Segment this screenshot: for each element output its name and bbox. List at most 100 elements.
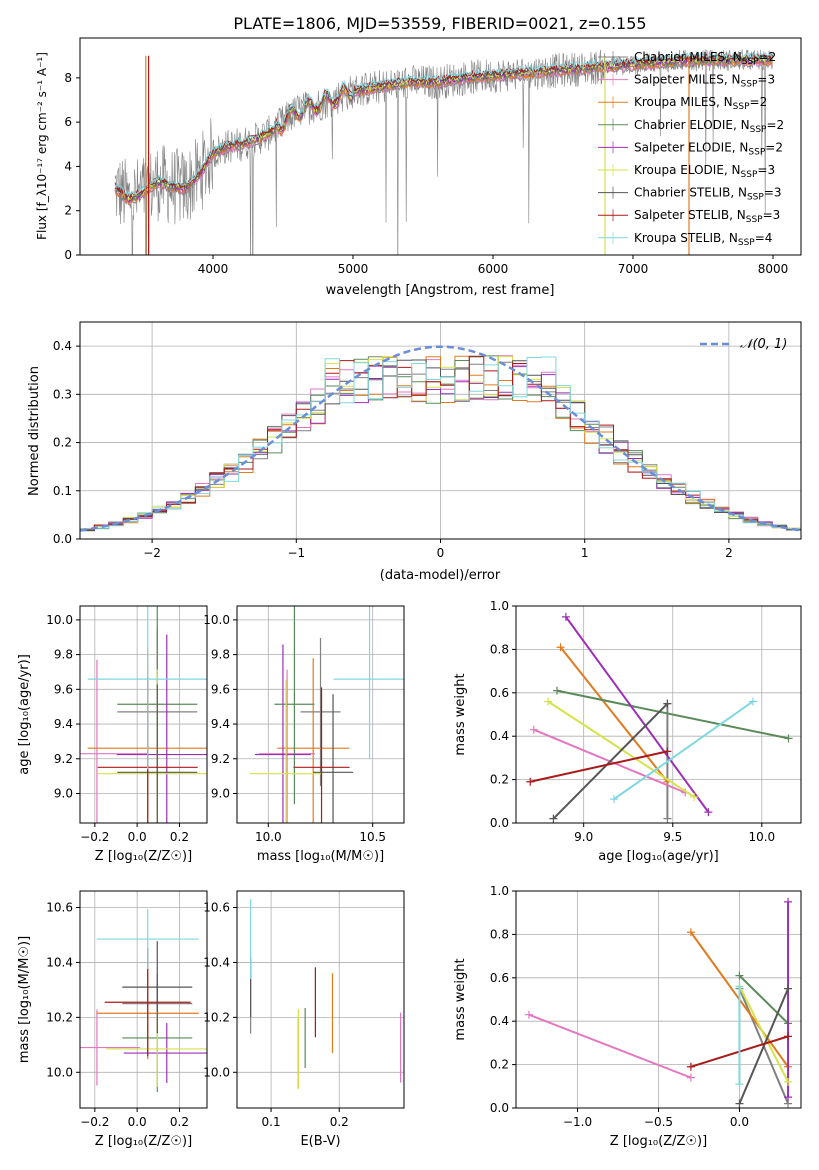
age-vs-mass-panel-xtick-label: 10.5 [359, 830, 386, 844]
weight-z-marker-9-2 [735, 982, 744, 991]
mass-vs-ebv-panel-xtick-label: 0.2 [330, 1115, 349, 1129]
observed-spectrum-line [114, 49, 774, 255]
spectrum-frame [79, 37, 802, 256]
weight-vs-age-panel-marks [526, 612, 793, 823]
weight-age-marker-6-2 [690, 792, 699, 801]
weight-vs-z-panel-ytick-label: 0.2 [490, 1058, 509, 1072]
mass-vs-z-panel-ytick-label: 10.6 [46, 900, 73, 914]
weight-vs-z-panel: −1.0 −0.5 0.0 0.0 0.2 0.4 0.6 0.8 1.0 Z [log₁₀(Z/… [453, 884, 802, 1149]
weight-age-marker-8-2 [663, 747, 672, 756]
spectrum-xtick-label: 4000 [198, 262, 229, 276]
weight-z-marker-3-1 [686, 928, 695, 937]
weight-vs-age-panel-grid [516, 605, 801, 824]
weight-age-line-7 [552, 702, 669, 820]
weight-vs-z-panel-marks [524, 897, 793, 1108]
residual-xtick-label: 0 [437, 546, 445, 560]
residual-ytick-label: 0.4 [53, 339, 72, 353]
residual-histogram-9 [80, 356, 801, 530]
weight-age-marker-8-1 [526, 777, 535, 786]
weight-age-marker-9-1 [609, 795, 618, 804]
weight-age-marker-5-2 [704, 808, 713, 817]
residual-xtick-label: 1 [581, 546, 589, 560]
weight-age-marker-1-2 [663, 814, 672, 823]
spectrum-ylabel: Flux [f_λ10⁻¹⁷ erg cm⁻² s⁻¹ A⁻¹] [35, 52, 49, 240]
residual-ytick-label: 0.2 [53, 436, 72, 450]
age-vs-z-panel-ytick-label: 9.0 [54, 786, 73, 800]
age-vs-z-panel-ytick-label: 10.0 [46, 613, 73, 627]
spectrum-legend-label: Chabrier STELIB, NSSP=3 [634, 186, 782, 203]
weight-age-marker-4-2 [784, 734, 793, 743]
residual-ytick-label: 0.0 [53, 532, 72, 546]
age-vs-mass-panel: 10.0 10.5 9.0 9.2 9.4 9.6 9.8 10.0 mass [log₁₀(M… [203, 605, 405, 864]
age-vs-z-panel-ytick-label: 9.8 [54, 648, 73, 662]
age-vs-z-panel-ytick-label: 9.2 [54, 752, 73, 766]
weight-z-marker-2-1 [524, 1010, 533, 1019]
weight-age-marker-4-1 [552, 686, 561, 695]
mass-vs-z-panel-frame [79, 890, 208, 1109]
age-vs-z-panel: −0.2 0.0 0.2 9.0 9.2 9.4 9.6 9.8 10.0 Z [log₁₀(Z/… [17, 605, 208, 864]
age-vs-z-panel-ytick-label: 9.4 [54, 717, 73, 731]
residual-histogram-8 [80, 355, 801, 531]
weight-z-marker-7-2 [784, 984, 793, 993]
weight-z-line-2 [528, 1013, 692, 1079]
spectrum-panel: 4000 5000 6000 7000 8000 0 2 4 6 8 Chabrier MILES… [35, 37, 802, 298]
weight-vs-z-panel-frame [515, 890, 802, 1109]
spectrum-legend-label: Salpeter STELIB, NSSP=3 [634, 208, 780, 225]
mass-vs-z-panel-grid [80, 891, 207, 1108]
weight-z-marker-8-2 [784, 1032, 793, 1041]
weight-age-line-8 [530, 750, 668, 783]
mass-vs-ebv-panel-xlabel: E(B-V) [300, 1134, 340, 1149]
spectrum-ytick-label: 6 [64, 115, 72, 129]
weight-age-marker-7-1 [549, 814, 558, 823]
weight-vs-z-panel-ylabel: mass weight [453, 958, 468, 1040]
age-vs-z-panel-ylabel: age [log₁₀(age/yr)] [17, 654, 32, 775]
residual-xtick-label: −2 [143, 546, 161, 560]
age-vs-mass-panel-ytick-label: 10.0 [203, 613, 230, 627]
spectrum-ytick-label: 4 [64, 159, 72, 173]
weight-z-line-6 [738, 986, 789, 1083]
weight-z-marker-9-1 [735, 1080, 744, 1089]
age-vs-z-panel-xlabel: Z [log₁₀(Z/Z☉)] [95, 849, 192, 864]
mass-vs-z-panel-ytick-label: 10.4 [46, 955, 73, 969]
weight-age-marker-3-1 [556, 643, 565, 652]
weight-vs-age-panel-xtick-label: 10.0 [748, 830, 775, 844]
spectrum-xtick-label: 6000 [478, 262, 509, 276]
residual-histogram-5 [80, 366, 801, 531]
weight-vs-age-panel-ytick-label: 0.8 [490, 642, 509, 656]
weight-z-marker-5-1 [784, 897, 793, 906]
weight-age-marker-9-2 [748, 697, 757, 706]
weight-vs-z-panel-xlabel: Z [log₁₀(Z/Z☉)] [610, 1134, 707, 1149]
weight-vs-z-panel-xtick-label: −1.0 [563, 1115, 592, 1129]
mass-vs-z-panel-ytick-label: 10.0 [46, 1065, 73, 1079]
weight-vs-z-panel-xtick-label: −0.5 [644, 1115, 673, 1129]
age-vs-z-panel-xtick-label: −0.2 [80, 830, 109, 844]
age-vs-mass-panel-ytick-label: 9.6 [211, 682, 230, 696]
spectrum-ytick-label: 8 [64, 71, 72, 85]
residual-legend: 𝒩(0, 1) [700, 337, 787, 352]
mass-vs-z-panel-xtick-label: 0.2 [170, 1115, 189, 1129]
spectrum-legend-label: Salpeter ELODIE, NSSP=2 [634, 140, 783, 157]
residual-ytick-label: 0.3 [53, 387, 72, 401]
age-vs-mass-panel-grid [237, 606, 404, 823]
age-vs-z-panel-grid [80, 606, 207, 823]
model-fit-line-9 [114, 51, 773, 197]
mass-vs-z-panel-xlabel: Z [log₁₀(Z/Z☉)] [95, 1134, 192, 1149]
weight-z-marker-2-2 [686, 1073, 695, 1082]
weight-vs-z-panel-grid [516, 890, 801, 1109]
weight-vs-z-panel-ytick-label: 0.0 [490, 1101, 509, 1115]
residual-histogram-7 [80, 359, 801, 532]
weight-vs-age-panel-ytick-label: 0.6 [490, 686, 509, 700]
weight-z-marker-7-1 [735, 1099, 744, 1108]
spectrum-ytick-label: 2 [64, 204, 72, 218]
weight-age-marker-5-1 [561, 612, 570, 621]
weight-vs-age-panel-ytick-label: 0.0 [490, 816, 509, 830]
age-vs-mass-panel-ytick-label: 9.0 [211, 786, 230, 800]
spectrum-ytick-label: 0 [64, 248, 72, 262]
age-vs-mass-panel-xtick-label: 10.0 [255, 830, 282, 844]
residual-ytick-label: 0.1 [53, 484, 72, 498]
spectrum-legend-label: Kroupa ELODIE, NSSP=3 [634, 163, 775, 180]
mass-vs-ebv-panel-xtick-label: 0.1 [262, 1115, 281, 1129]
weight-z-marker-8-1 [686, 1062, 695, 1071]
mass-vs-ebv-panel-ytick-label: 10.0 [203, 1065, 230, 1079]
weight-vs-z-panel-ytick-label: 1.0 [490, 884, 509, 898]
